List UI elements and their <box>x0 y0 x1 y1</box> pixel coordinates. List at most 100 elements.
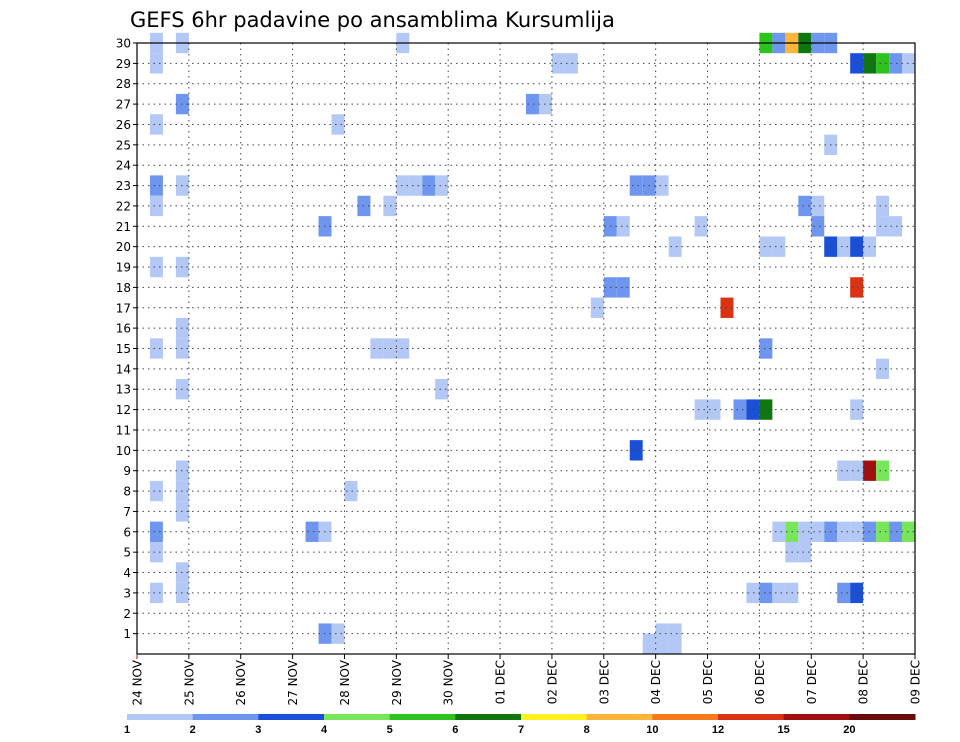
heatmap-cell <box>798 195 812 217</box>
heatmap-cells <box>149 32 915 654</box>
colorbar-label: 5 <box>387 724 393 736</box>
heatmap-cell <box>850 399 864 420</box>
heatmap-cell <box>850 53 864 74</box>
colorbar-swatch <box>586 714 653 720</box>
x-axis: 24 NOV 25 NOV 26 NOV 27 NOV 28 NOV 29 NOV 30 N… <box>131 654 923 706</box>
colorbar-label: 10 <box>646 724 658 736</box>
heatmap-cell <box>746 582 760 604</box>
heatmap-cell <box>837 460 851 481</box>
heatmap-cell <box>850 236 864 257</box>
heatmap-cell <box>668 236 682 257</box>
x-tick-label: 08 DEC <box>857 660 871 704</box>
x-tick-label: 27 NOV <box>286 659 300 705</box>
x-tick-label: 09 DEC <box>909 660 923 704</box>
colorbar-swatch <box>849 714 916 720</box>
heatmap-cell <box>409 175 423 196</box>
heatmap-cell <box>149 521 163 542</box>
colorbar-label: 15 <box>778 724 790 736</box>
x-tick-label: 29 NOV <box>390 659 404 705</box>
heatmap-cell <box>564 53 578 74</box>
colorbar-label: 6 <box>452 724 458 736</box>
y-tick-label: 1 <box>123 627 131 641</box>
heatmap-cell <box>383 338 397 359</box>
y-tick-label: 11 <box>116 423 131 437</box>
colorbar-legend: 1 2 3 4 5 6 7 8 10 12 15 20 <box>124 714 916 736</box>
x-tick-label: 02 DEC <box>545 660 559 704</box>
heatmap-cell <box>655 633 669 654</box>
heatmap-cell <box>759 236 773 257</box>
y-tick-label: 15 <box>116 342 131 356</box>
chart-title: GEFS 6hr padavine po ansamblima Kursumli… <box>130 8 615 32</box>
heatmap-cell <box>876 358 890 380</box>
heatmap-cell <box>642 633 656 654</box>
x-tick-label: 25 NOV <box>182 659 196 705</box>
colorbar-label: 4 <box>321 724 328 736</box>
colorbar-swatch <box>389 714 456 720</box>
y-tick-label: 9 <box>123 464 131 478</box>
y-tick-label: 3 <box>123 586 131 600</box>
heatmap-cell <box>850 460 864 481</box>
heatmap-cell <box>694 399 708 420</box>
heatmap-cell <box>149 53 163 74</box>
colorbar-label: 2 <box>190 724 196 736</box>
heatmap-cell <box>759 338 773 359</box>
heatmap-cell <box>149 114 163 135</box>
heatmap-cell <box>902 53 915 74</box>
colorbar-swatch <box>455 714 522 720</box>
x-tick-label: 24 NOV <box>131 659 145 705</box>
x-tick-label: 04 DEC <box>649 660 663 704</box>
heatmap-cell <box>435 379 449 400</box>
heatmap-cell <box>798 541 812 563</box>
heatmap-cell <box>668 633 682 654</box>
heatmap-cell <box>149 582 163 604</box>
heatmap-cell <box>850 582 864 604</box>
heatmap-cell <box>746 399 760 420</box>
heatmap-cell <box>396 338 410 359</box>
y-tick-label: 2 <box>123 607 131 621</box>
heatmap-cell <box>889 521 903 542</box>
colorbar-swatch <box>192 714 259 720</box>
y-tick-label: 19 <box>116 261 131 275</box>
heatmap-cell <box>149 338 163 359</box>
heatmap-cell <box>526 93 539 115</box>
heatmap-cell <box>876 521 890 542</box>
heatmap-cell <box>707 399 721 420</box>
y-tick-label: 8 <box>123 485 131 499</box>
y-tick-label: 21 <box>116 220 131 234</box>
heatmap-cell <box>798 521 812 542</box>
colorbar-swatch <box>718 714 785 720</box>
y-tick-label: 5 <box>123 546 131 560</box>
heatmap-cell <box>616 277 630 298</box>
heatmap-cell <box>149 541 163 563</box>
y-tick-label: 14 <box>116 362 131 376</box>
x-tick-label: 06 DEC <box>753 660 767 704</box>
heatmap-cell <box>811 216 825 237</box>
colorbar-label: 20 <box>843 724 855 736</box>
y-tick-label: 7 <box>123 505 131 519</box>
heatmap-cell <box>629 440 643 461</box>
heatmap-cell <box>772 521 786 542</box>
heatmap-cell <box>149 256 163 278</box>
y-tick-label: 13 <box>116 383 131 397</box>
heatmap-cell <box>305 521 319 542</box>
y-tick-label: 30 <box>116 37 131 51</box>
y-tick-label: 6 <box>123 525 131 539</box>
heatmap-cell <box>837 521 851 542</box>
heatmap-cell <box>733 399 747 420</box>
y-tick-label: 28 <box>116 77 131 91</box>
y-tick-label: 29 <box>116 57 131 71</box>
heatmap-cell <box>850 521 864 542</box>
x-tick-label: 03 DEC <box>597 660 611 704</box>
colorbar-label: 8 <box>584 724 590 736</box>
heatmap-cell <box>616 216 630 237</box>
heatmap-cell <box>435 175 449 196</box>
heatmap-cell <box>889 216 903 237</box>
y-tick-label: 10 <box>116 444 131 458</box>
x-tick-label: 01 DEC <box>494 660 508 704</box>
x-tick-label: 05 DEC <box>701 660 715 704</box>
y-tick-label: 12 <box>116 403 131 417</box>
heatmap-cell <box>772 236 786 257</box>
heatmap-cell <box>837 582 851 604</box>
colorbar-swatch <box>521 714 588 720</box>
